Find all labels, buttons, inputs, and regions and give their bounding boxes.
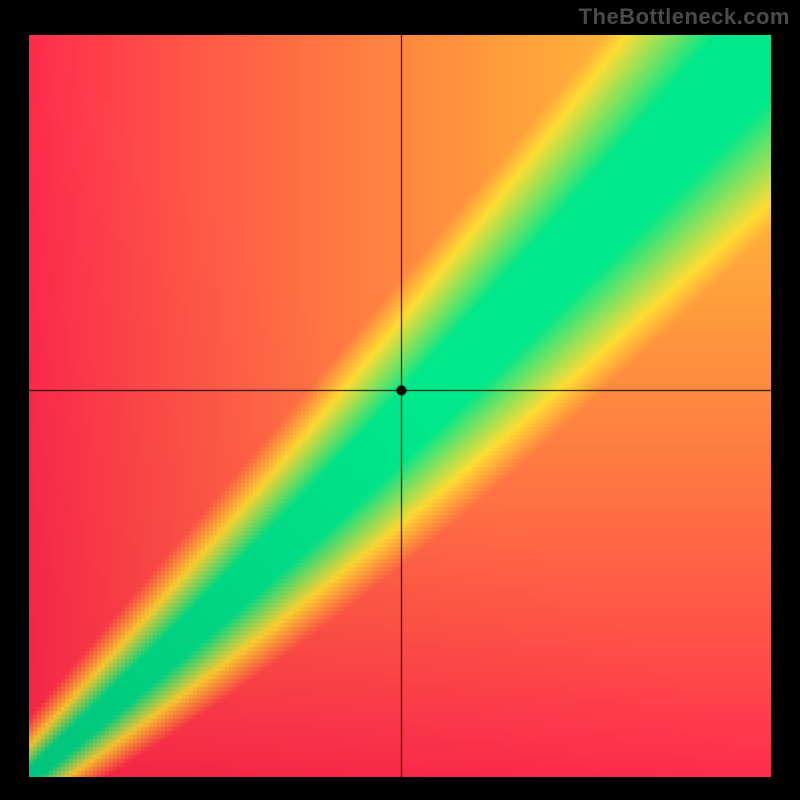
- watermark-text: TheBottleneck.com: [579, 4, 790, 30]
- bottleneck-heatmap: [29, 35, 771, 777]
- figure-container: TheBottleneck.com: [0, 0, 800, 800]
